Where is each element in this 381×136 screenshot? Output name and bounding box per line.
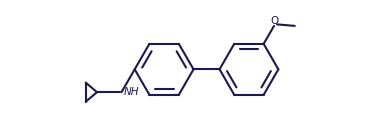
Text: NH: NH [123,87,139,97]
Text: O: O [270,16,278,26]
